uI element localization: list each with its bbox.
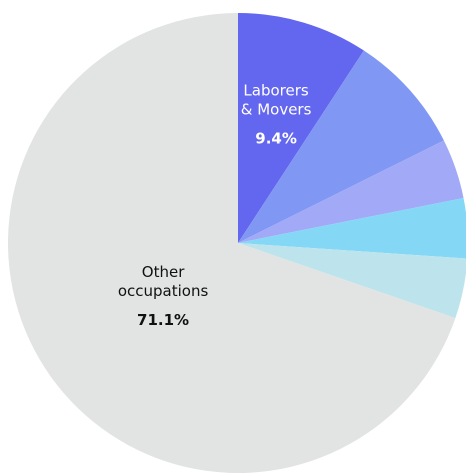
pie-slices bbox=[7, 13, 466, 473]
pie-slice-4 bbox=[238, 243, 466, 319]
pie-slice-2 bbox=[238, 140, 464, 243]
slice-value-0: 9.4% bbox=[255, 130, 297, 148]
slice-label-0-line-0: Laborers bbox=[243, 82, 308, 100]
slice-label-5-line-1: occupations bbox=[118, 282, 209, 300]
pie-slice-0 bbox=[238, 13, 364, 243]
pie-slice-1 bbox=[238, 50, 444, 243]
slice-label-5-line-0: Other bbox=[142, 263, 185, 281]
pie-slice-3 bbox=[238, 197, 466, 259]
slice-value-5: 71.1% bbox=[137, 311, 189, 329]
slice-label-0-line-1: & Movers bbox=[241, 101, 312, 119]
pie-slice-5 bbox=[7, 13, 456, 473]
